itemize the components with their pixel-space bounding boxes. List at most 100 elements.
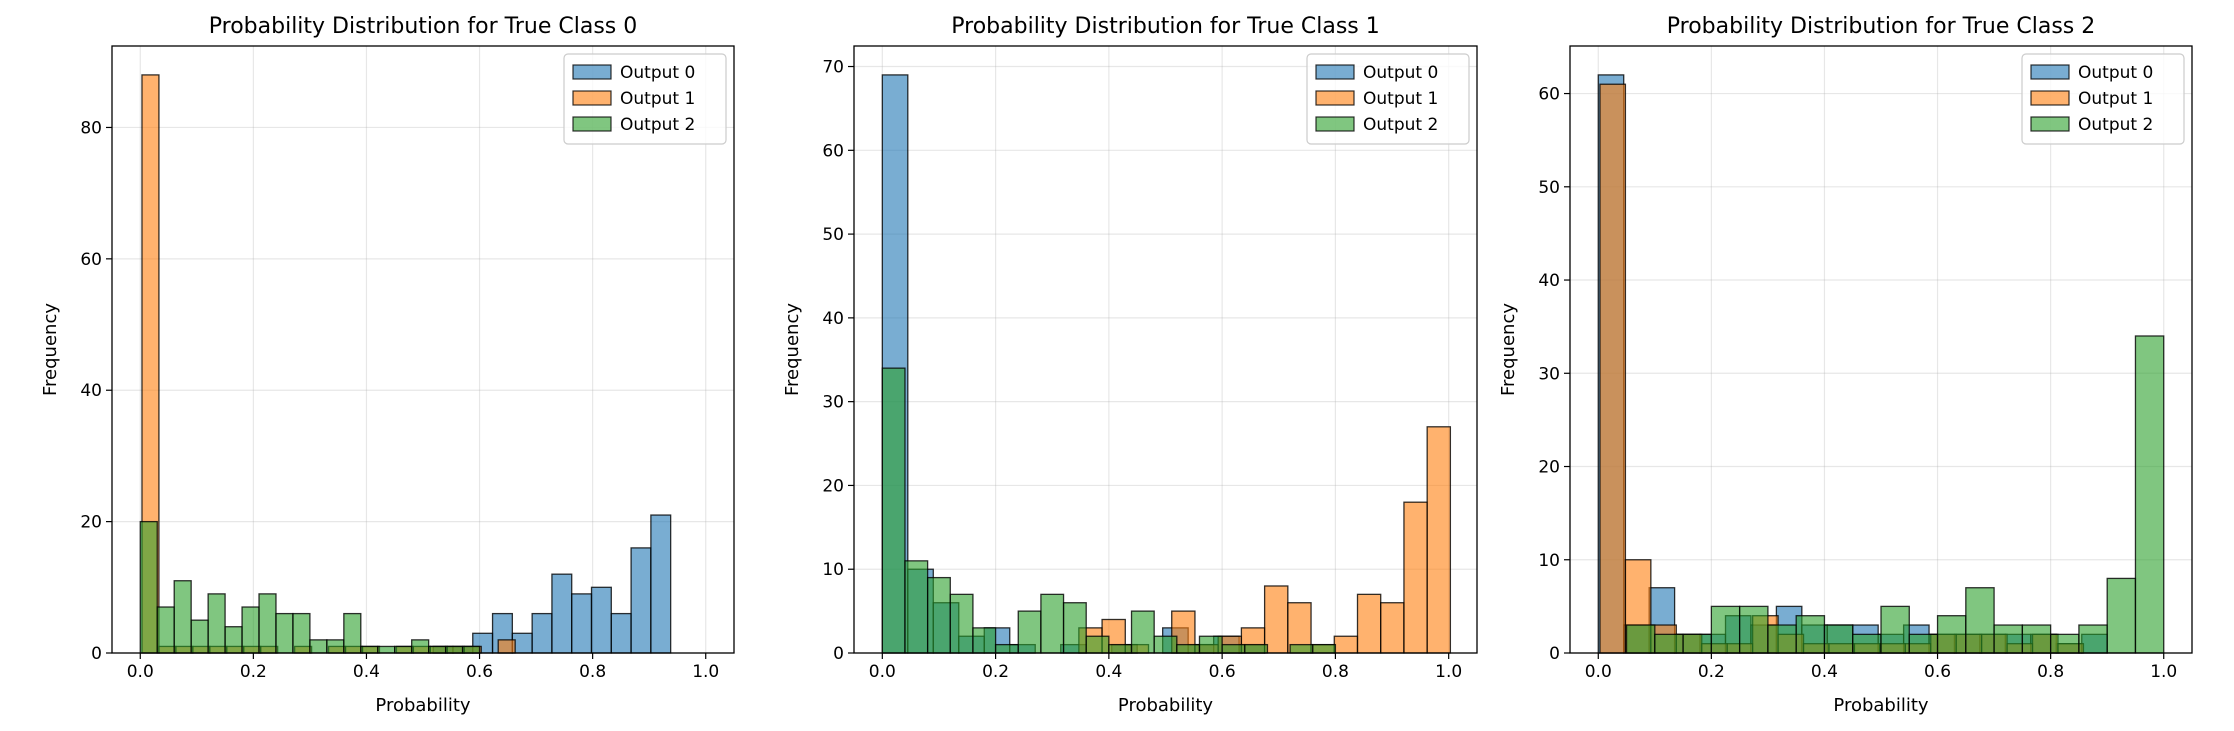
axes-frame [853,45,1478,654]
x-tick-label: 0.8 [579,662,606,682]
y-tick-label: 0 [833,644,844,664]
bar [972,627,997,654]
bar [2021,624,2052,654]
x-tick-label: 1.0 [2150,662,2177,682]
legend-label: Output 0 [620,63,695,83]
bar [1625,624,1656,654]
bar [531,612,553,654]
bar [881,367,906,654]
bar [2078,624,2108,654]
series-0 [432,514,672,654]
bar [1965,587,1995,654]
bar [258,593,277,654]
bar [343,612,362,654]
legend-swatch [1315,116,1355,132]
legend-swatch [2030,90,2070,106]
bar [1333,635,1359,654]
legend: Output 0 Output 1 Output 2 [563,53,727,145]
x-tick-label: 0.4 [1811,662,1838,682]
x-tick-label: 0.8 [2037,662,2064,682]
bar [444,645,464,654]
bar [1993,624,2024,654]
bar [309,639,328,654]
y-tick-label: 20 [1538,458,1560,478]
bar [461,645,481,654]
chart-title: Probability Distribution for True Class … [1667,14,2095,39]
chart-panel-2: 0.0 0.2 0.4 0.6 0.8 1.0 0 10 20 30 40 50 60 Probabili… [1498,14,2193,716]
bar [292,612,311,654]
x-tick-label: 0.6 [1924,662,1951,682]
chart-title: Probability Distribution for True Class … [951,14,1379,39]
x-axis-label: Probability [1118,695,1213,716]
x-tick-label: 0.6 [466,662,493,682]
series-0 [1597,74,2108,654]
y-tick-label: 60 [80,250,102,270]
y-tick-label: 30 [822,393,844,413]
x-tick-label: 0.0 [869,662,896,682]
bar [1654,633,1684,654]
y-tick-label: 50 [822,225,844,245]
legend-label: Output 1 [1363,89,1438,109]
bar [1767,624,1797,654]
bar [394,645,413,654]
y-tick-label: 80 [80,118,102,138]
bar [1108,643,1133,654]
x-tick-label: 0.0 [1585,662,1612,682]
bar [904,560,929,654]
legend-label: Output 0 [1363,63,1438,83]
bar [156,606,175,654]
bar [1852,633,1882,654]
legend-swatch [572,64,612,80]
bar [1263,585,1289,654]
bar [1244,643,1269,654]
bar [2134,335,2165,654]
x-tick-label: 0.4 [1095,662,1122,682]
legend-label: Output 0 [2078,63,2153,83]
bar [428,645,447,654]
chart-panel-0: 0.0 0.2 0.4 0.6 0.8 1.0 0 20 40 60 80 Probability D… [40,14,735,716]
x-tick-label: 0.2 [240,662,267,682]
bar [360,645,379,654]
bar [571,593,593,654]
series-2 [139,520,481,654]
bar [551,573,573,654]
x-tick-label: 0.0 [127,662,154,682]
bar [139,520,158,654]
legend-swatch [572,90,612,106]
bar [1795,615,1826,654]
bar [275,612,294,654]
bar [1312,643,1337,654]
series-2 [1625,335,2165,654]
legend-swatch [2030,64,2070,80]
legend-label: Output 2 [620,115,695,135]
bar [377,645,396,654]
axes-frame [1569,45,2193,654]
y-tick-label: 20 [80,513,102,533]
bar [650,514,672,654]
bar [1403,501,1428,654]
bar [590,586,612,654]
y-tick-label: 10 [822,560,844,580]
legend-label: Output 2 [2078,115,2153,135]
y-axis-label: Frequency [782,303,803,396]
y-tick-label: 10 [1538,551,1560,571]
x-tick-label: 0.2 [1698,662,1725,682]
bar [411,639,430,654]
y-tick-label: 0 [91,644,102,664]
legend-label: Output 1 [2078,89,2153,109]
x-tick-label: 0.8 [1322,662,1349,682]
y-tick-label: 0 [1549,644,1560,664]
bar [1062,602,1087,654]
bar [224,626,243,654]
bar [241,606,260,654]
chart-panel-1: 0.0 0.2 0.4 0.6 0.8 1.0 0 10 20 30 40 50 60 70 Probabi… [782,14,1478,716]
y-axis-label: Frequency [1498,303,1519,396]
bar [1823,624,1854,654]
axes-frame [111,45,735,654]
bar [1426,426,1452,654]
bar [949,593,974,654]
bar [1710,605,1741,654]
bar [1880,605,1910,654]
y-tick-label: 60 [822,141,844,161]
